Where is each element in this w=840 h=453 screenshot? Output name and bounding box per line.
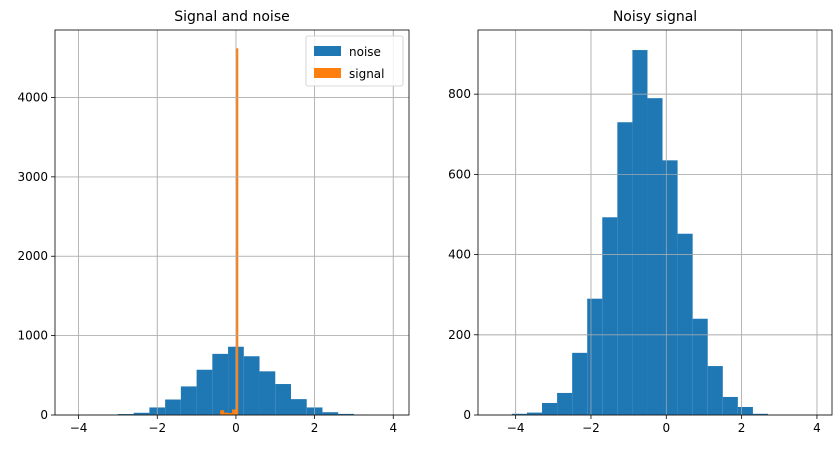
x-tick-label: −4 xyxy=(507,421,525,435)
histogram-bar xyxy=(275,384,291,415)
legend: noise signal xyxy=(306,36,403,86)
legend-swatch xyxy=(314,68,341,78)
y-tick-label: 0 xyxy=(463,408,471,422)
y-tick-label: 600 xyxy=(448,167,471,181)
x-tick-label: −2 xyxy=(148,421,166,435)
x-tick-label: 0 xyxy=(662,421,670,435)
x-tick-label: −4 xyxy=(70,421,88,435)
histogram-bar xyxy=(678,234,693,415)
x-tick-label: −2 xyxy=(582,421,600,435)
histogram-bar xyxy=(708,366,723,415)
x-tick-label: 4 xyxy=(813,421,821,435)
chart-2: −4 −2 0 2 4 0 200 400 600 800 Noisy signal xyxy=(448,9,832,435)
x-tick-label: 4 xyxy=(389,421,397,435)
series-1 xyxy=(71,347,386,415)
histogram-bar xyxy=(232,409,236,415)
histogram-bar xyxy=(738,407,753,415)
y-tick-label: 0 xyxy=(40,408,48,422)
y-tick-label: 4000 xyxy=(17,90,48,104)
legend-swatch xyxy=(314,46,341,56)
y-tick-label: 1000 xyxy=(17,329,48,343)
histogram-bar xyxy=(663,160,678,415)
histogram-bar xyxy=(617,122,632,415)
y-tick-label: 2000 xyxy=(17,249,48,263)
chart-title: Noisy signal xyxy=(613,9,697,25)
y-tick-label: 200 xyxy=(448,328,471,342)
x-tick-label: 0 xyxy=(232,421,240,435)
histogram-bar xyxy=(602,217,617,415)
histogram-bar xyxy=(165,400,181,415)
histogram-bar xyxy=(197,370,213,415)
histogram-bar xyxy=(542,403,557,415)
chart-1: −4 −2 0 2 4 0 1000 2000 3000 4000 Signal and noise… xyxy=(17,9,409,435)
histogram-bar xyxy=(181,386,197,415)
histogram-bar xyxy=(587,299,602,415)
histogram-bar xyxy=(647,98,662,415)
series-1 xyxy=(512,50,768,415)
histogram-bar xyxy=(557,393,572,415)
histogram-bar xyxy=(212,354,228,415)
legend-label: signal xyxy=(349,67,385,81)
histogram-bar xyxy=(291,399,307,415)
histogram-bar xyxy=(572,353,587,415)
histogram-bar xyxy=(322,412,338,415)
histogram-bar xyxy=(632,50,647,415)
histogram-bar xyxy=(244,356,260,415)
histogram-bar xyxy=(220,410,224,415)
chart-title: Signal and noise xyxy=(174,9,289,25)
x-tick-label: 2 xyxy=(738,421,746,435)
legend-label: noise xyxy=(349,45,381,59)
histogram-bar xyxy=(260,371,276,415)
y-tick-label: 3000 xyxy=(17,170,48,184)
x-tick-label: 2 xyxy=(311,421,319,435)
histogram-bar xyxy=(693,319,708,415)
histogram-bar xyxy=(723,397,738,415)
y-tick-label: 800 xyxy=(448,87,471,101)
y-tick-label: 400 xyxy=(448,248,471,262)
